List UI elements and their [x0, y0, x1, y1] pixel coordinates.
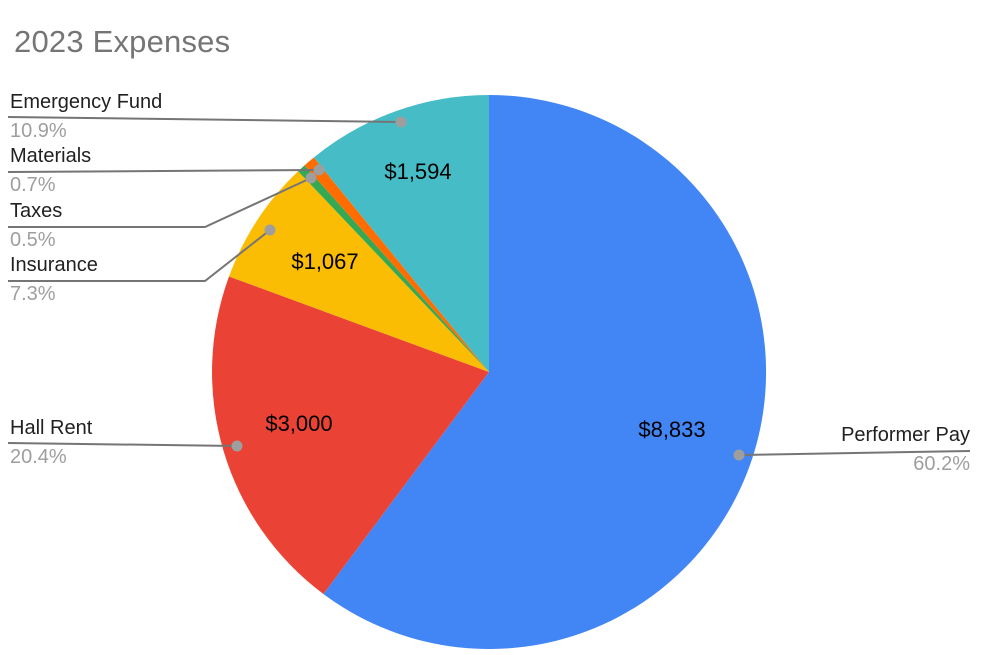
slice-value-performer-pay: $8,833 [638, 417, 706, 442]
leader-dot-performer-pay [733, 449, 745, 461]
callout-materials: Materials 0.7% [10, 142, 91, 200]
leader-line-emergency-fund [7, 116, 402, 123]
callout-emergency-fund: Emergency Fund 10.9% [10, 88, 162, 146]
slice-percent-materials: 0.7% [10, 174, 56, 196]
slice-label-performer-pay: Performer Pay [841, 424, 970, 446]
leader-line-materials [7, 169, 320, 173]
slice-percent-hall-rent: 20.4% [10, 446, 67, 468]
slice-value-hall-rent: $3,000 [265, 411, 333, 436]
pie-slice-emergency-fund[interactable] [313, 95, 489, 372]
slice-percent-emergency-fund: 10.9% [10, 120, 67, 142]
callout-insurance: Insurance 7.3% [10, 251, 98, 309]
pie-slice-performer-pay[interactable] [323, 94, 767, 649]
slice-percent-taxes: 0.5% [10, 229, 56, 251]
leader-dot-materials [313, 164, 325, 176]
slice-value-emergency-fund: $1,594 [384, 159, 452, 184]
leader-line-hall-rent [7, 442, 238, 447]
leader-line-taxes [8, 177, 312, 228]
pie-slice-materials[interactable] [304, 157, 490, 373]
leader-dot-taxes [305, 172, 317, 184]
leader-line-performer-pay [738, 450, 971, 456]
pie-slice-hall-rent[interactable] [212, 276, 489, 595]
slice-label-materials: Materials [10, 145, 92, 167]
callout-taxes: Taxes 0.5% [10, 197, 62, 255]
leader-dot-hall-rent [231, 440, 243, 452]
slice-percent-insurance: 7.3% [10, 283, 56, 305]
pie-slice-taxes[interactable] [298, 165, 489, 372]
pie-slice-insurance[interactable] [229, 171, 489, 372]
slice-value-insurance: $1,067 [291, 249, 359, 274]
leader-line-insurance [8, 229, 271, 282]
chart-title: 2023 Expenses [14, 24, 231, 59]
leader-dot-insurance [264, 224, 276, 236]
slice-percent-performer-pay: 60.2% [913, 453, 970, 475]
slice-label-emergency-fund: Emergency Fund [10, 91, 163, 113]
callout-performer-pay: Performer Pay 60.2% [841, 421, 970, 479]
callout-hall-rent: Hall Rent 20.4% [10, 414, 92, 472]
leader-dot-emergency-fund [395, 116, 407, 128]
slice-label-hall-rent: Hall Rent [10, 417, 93, 439]
slice-label-insurance: Insurance [10, 254, 98, 276]
slice-label-taxes: Taxes [10, 200, 63, 222]
